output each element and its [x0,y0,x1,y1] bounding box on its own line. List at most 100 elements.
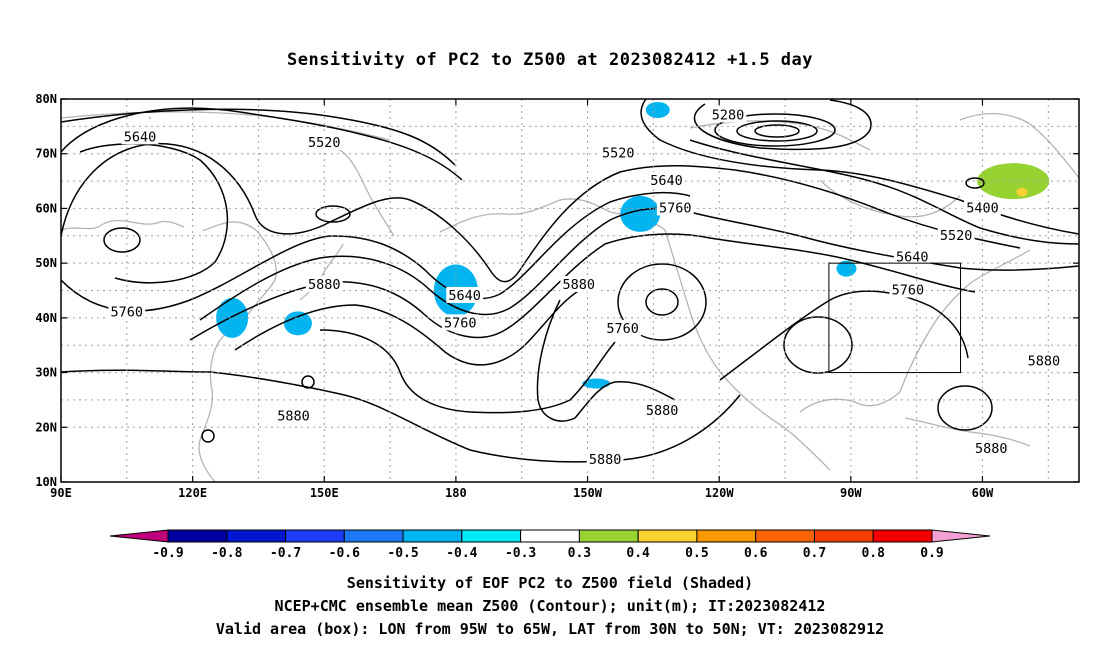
colorbar-label: -0.3 [505,546,536,561]
contour-label-bg [604,319,642,336]
colorbar-bin [226,529,287,543]
lon-label: 90E [50,486,72,500]
contour-label: 5880 [308,277,341,293]
contour-closed [103,227,141,253]
contour-line [61,369,741,463]
coastline-gulf [799,391,901,413]
contour-label-bg [656,199,694,216]
contour-label-bg [709,106,747,123]
contour-label: 5520 [940,228,973,244]
contour-label-bg [643,401,681,418]
lon-label: 150E [310,486,339,500]
colorbar-arrow-right [931,529,991,543]
lon-label: 150W [573,486,603,500]
colorbar-bin [285,529,345,543]
contour-label: 5880 [563,277,596,293]
contour-line [693,99,872,151]
chart-title: Sensitivity of PC2 to Z500 at 2023082412… [286,50,813,70]
contour-line [189,243,606,341]
footer-line-valid-area: Valid area (box): LON from 95W to 65W, L… [215,620,885,638]
map-frame [60,98,1080,483]
colorbar-bin [461,529,522,543]
lon-label: 90W [840,486,862,500]
colorbar-bin [402,529,463,543]
contour-closed [714,113,836,147]
sensitivity-patch [505,279,530,292]
lat-label: 10N [35,475,57,489]
lat-label: 70N [35,147,57,161]
contour-label: 5640 [896,250,929,266]
colorbar-label: -0.9 [152,546,183,561]
colorbar-bin [872,529,933,543]
sensitivity-patch [836,260,857,277]
footer-line-shading: Sensitivity of EOF PC2 to Z500 field (Sh… [346,574,754,592]
contour-label: 5880 [646,403,679,419]
colorbar-label: 0.9 [920,546,943,561]
contour-label-bg [446,286,484,303]
contour-line [61,143,1021,283]
contour-label: 5520 [602,146,635,162]
coastline-japan [299,243,344,301]
lat-label: 60N [35,201,57,215]
contour-label-bg [893,248,931,265]
colorbar-label: -0.8 [211,546,242,561]
contour-label-bg [599,144,637,161]
colorbar: -0.9 -0.8 -0.7 -0.6 -0.5 -0.4 -0.3 0.3 0.4 0.5 0.6… [109,529,991,561]
contour-label: 5640 [650,173,683,189]
contour-line [689,139,1079,245]
contour-label-bg [1025,352,1063,369]
lat-label: 30N [35,366,57,380]
footer-line-contour: NCEP+CMC ensemble mean Z500 (Contour); u… [274,597,826,615]
colorbar-label: -0.4 [446,546,477,561]
contour-closed [754,124,800,138]
colorbar-label: -0.7 [270,546,301,561]
coastline-greenland [959,112,1079,179]
sensitivity-patch [582,378,611,389]
colorbar-bin [813,529,874,543]
contour-label-bg [560,276,598,293]
contour-label-bg [305,133,343,150]
colorbar-bin [578,529,639,543]
contour-label-bg [441,314,479,331]
colorbar-label: -0.5 [387,546,418,561]
contour-closed [736,120,818,142]
colorbar-label: 0.4 [626,546,650,561]
graticule [61,99,1079,482]
coastline-arctic-canada [689,120,871,151]
colorbar-bin [755,529,815,543]
colorbar-label: 0.3 [568,546,591,561]
contour-label: 5880 [277,408,310,424]
lat-label: 40N [35,311,57,325]
contour-line [79,143,229,284]
coastline-east-us [899,249,1031,393]
lon-label: 120E [178,486,207,500]
contour-label: 5640 [124,129,157,145]
sensitivity-patch [620,195,661,232]
coastline-hudson [819,179,961,218]
sensitivity-patch [216,297,249,338]
contour-line [61,191,691,312]
contour-label-bg [937,226,975,243]
z500-contours [61,99,1079,463]
contour-line [319,329,616,414]
sensitivity-patch [645,101,670,118]
contour-closed [315,205,351,223]
contour-label: 5760 [444,315,477,331]
contour-label-bg [121,128,159,145]
sensitivity-patch [283,311,312,336]
colorbar-bin [343,529,404,543]
sensitivity-patch [182,223,203,238]
contour-label: 5400 [966,200,999,216]
contour-label-bg [648,172,685,189]
colorbar-label: 0.6 [744,546,768,561]
contour-closed [937,385,993,431]
contour-closed [201,429,215,443]
colorbar-bin [167,529,228,543]
contour-label: 5760 [659,200,692,216]
axis-ticks: 90E 120E 150E 180 150W 120W 90W 60W 80N 70N 60N 50N… [35,92,1079,500]
contour-labels: 5280 5520 5520 5640 5640 5760 5400 5520 5640 5760… [108,106,1063,468]
contour-line [234,289,581,366]
contour-label-bg [108,303,146,320]
contour-line [536,299,676,422]
coastline-asia [61,219,277,482]
